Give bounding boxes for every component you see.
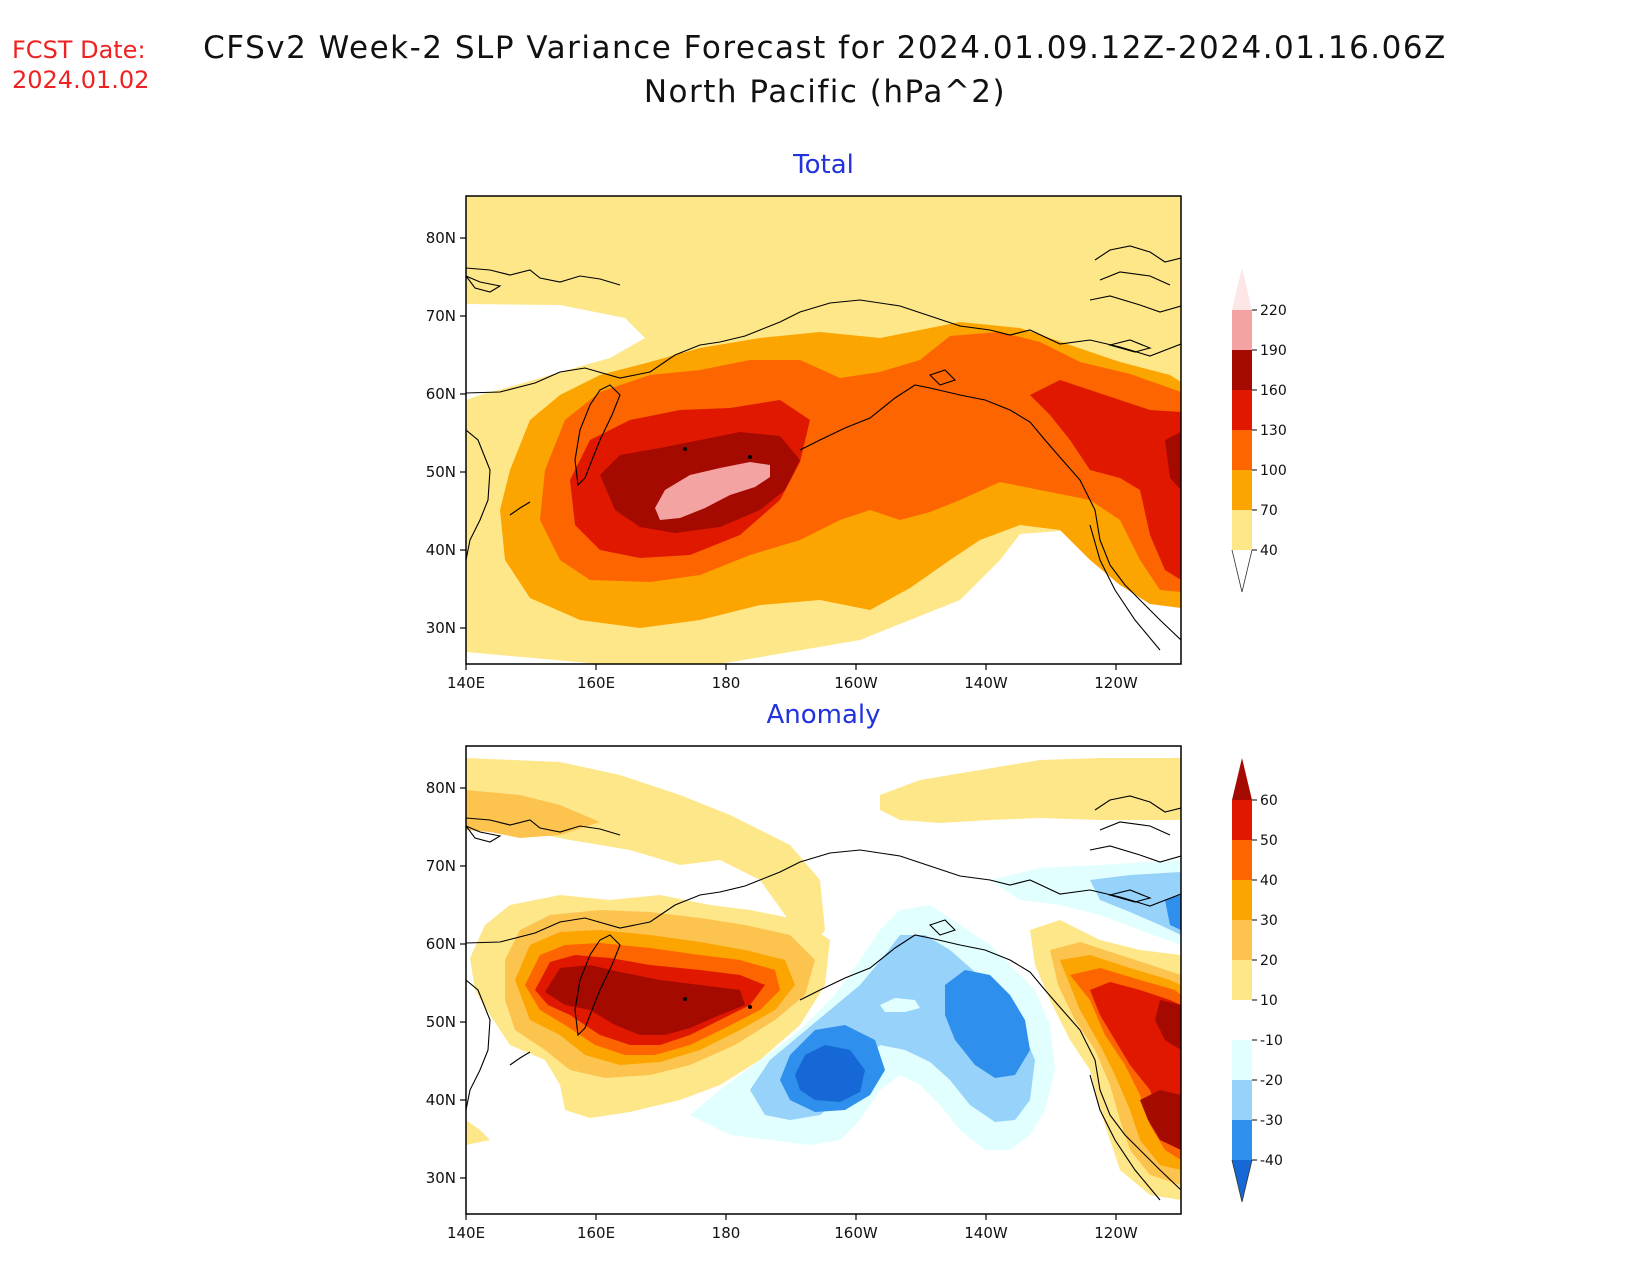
colorbar-label: 190: [1260, 343, 1287, 359]
colorbar-cap-bottom: [1232, 1160, 1252, 1202]
anomaly-map-frame: [465, 745, 1182, 1215]
colorbar-bin: [1232, 1000, 1252, 1040]
anomaly-variance-map: 80N 70N 60N 50N 40N 30N 140E 160E 180 160W 140W 120…: [426, 745, 1283, 1242]
anomaly-fill-60: [545, 965, 1181, 1150]
panel-title-total: Total: [793, 150, 854, 180]
lon-tick-label: 140E: [447, 1224, 485, 1242]
fcst-date-value: 2024.01.02: [12, 66, 150, 94]
anomaly-island-marker: [748, 1005, 752, 1009]
colorbar-cap-top: [1232, 758, 1252, 800]
total-island-marker: [748, 455, 752, 459]
figure-title: CFSv2 Week-2 SLP Variance Forecast for 2…: [203, 30, 1447, 66]
figure-subtitle: North Pacific (hPa^2): [643, 74, 1007, 110]
colorbar-label: 70: [1260, 503, 1278, 519]
total-colorbar: 220 190 160 130 100 70 40: [1231, 268, 1287, 593]
anomaly-fill-neg40: [795, 1045, 865, 1102]
colorbar-bin: [1232, 800, 1252, 840]
colorbar-label: 130: [1260, 423, 1287, 439]
colorbar-label: 100: [1260, 463, 1287, 479]
lat-tick-label: 80N: [426, 779, 456, 797]
colorbar-bin: [1232, 390, 1252, 430]
lat-tick-label: 60N: [426, 385, 456, 403]
panel-title-anomaly: Anomaly: [766, 700, 881, 730]
colorbar-bin: [1232, 310, 1252, 350]
colorbar-label: 20: [1260, 953, 1278, 969]
colorbar-label: -10: [1260, 1033, 1283, 1049]
colorbar-bin: [1232, 1040, 1252, 1080]
total-fill-190: [655, 462, 770, 520]
colorbar-label: 30: [1260, 913, 1278, 929]
total-axis-labels: 80N 70N 60N 50N 40N 30N 140E 160E 180 160W 140W 120…: [426, 229, 1138, 692]
anomaly-axis-labels: 80N 70N 60N 50N 40N 30N 140E 160E 180 160W 140W 120…: [426, 779, 1138, 1242]
colorbar-label: -30: [1260, 1113, 1283, 1129]
colorbar-label: -40: [1260, 1153, 1283, 1169]
colorbar-bin: [1232, 510, 1252, 550]
colorbar-cap-outline: [1231, 549, 1253, 593]
total-fill-160: [600, 432, 1181, 533]
anomaly-fill-neg10-blob: [880, 998, 920, 1012]
anomaly-fill-20-arctic: [466, 790, 600, 838]
lat-tick-label: 70N: [426, 307, 456, 325]
lon-tick-label: 160E: [577, 674, 615, 692]
total-fill-white-subtropic: [466, 528, 1181, 664]
colorbar-bin: [1232, 960, 1252, 1000]
colorbar-label: 40: [1260, 543, 1278, 559]
anomaly-fill-neg30: [780, 895, 1181, 1112]
colorbar-bin: [1232, 880, 1252, 920]
colorbar-bin: [1232, 470, 1252, 510]
colorbar-label: -20: [1260, 1073, 1283, 1089]
colorbar-label: 60: [1260, 793, 1278, 809]
colorbar-label: 50: [1260, 833, 1278, 849]
colorbar-cap-top: [1232, 268, 1252, 310]
anomaly-fill-10-arctic: [466, 758, 1181, 950]
anomaly-colorbar: 60 50 40 30 20 10 -10 -20 -30 -40: [1231, 758, 1283, 1203]
lat-tick-label: 70N: [426, 857, 456, 875]
lat-tick-label: 40N: [426, 1091, 456, 1109]
lat-tick-label: 60N: [426, 935, 456, 953]
colorbar-label: 40: [1260, 873, 1278, 889]
colorbar-bin: [1232, 840, 1252, 880]
lon-tick-label: 180: [712, 1224, 741, 1242]
colorbar-cap-outline: [1231, 1159, 1253, 1203]
anomaly-coastlines: [466, 795, 1181, 1201]
fcst-date-label: FCST Date:: [12, 36, 146, 64]
colorbar-bin: [1232, 1120, 1252, 1160]
lon-tick-label: 160W: [834, 1224, 878, 1242]
lat-tick-label: 50N: [426, 463, 456, 481]
lat-tick-label: 80N: [426, 229, 456, 247]
lat-tick-label: 30N: [426, 619, 456, 637]
lon-tick-label: 140W: [964, 1224, 1008, 1242]
lon-tick-label: 120W: [1094, 674, 1138, 692]
colorbar-bin: [1232, 920, 1252, 960]
lat-tick-label: 40N: [426, 541, 456, 559]
total-fill-white-arctic: [466, 304, 645, 400]
lon-tick-label: 140W: [964, 674, 1008, 692]
colorbar-bin: [1232, 1080, 1252, 1120]
lat-tick-label: 50N: [426, 1013, 456, 1031]
lon-tick-label: 160W: [834, 674, 878, 692]
colorbar-bin: [1232, 430, 1252, 470]
total-coastlines: [466, 245, 1181, 651]
colorbar-label: 160: [1260, 383, 1287, 399]
total-contours: [466, 196, 1181, 664]
colorbar-cap-bottom: [1232, 550, 1252, 592]
lon-tick-label: 180: [712, 674, 741, 692]
lon-tick-label: 120W: [1094, 1224, 1138, 1242]
total-fill-130: [570, 380, 1181, 580]
lon-tick-label: 140E: [447, 674, 485, 692]
colorbar-label: 10: [1260, 993, 1278, 1009]
lat-tick-label: 30N: [426, 1169, 456, 1187]
total-map-frame: [465, 195, 1182, 665]
colorbar-bin: [1232, 350, 1252, 390]
anomaly-island-marker: [683, 997, 687, 1001]
anomaly-contours: [466, 746, 1181, 1214]
total-variance-map: 80N 70N 60N 50N 40N 30N 140E 160E 180 160W 140W 120…: [426, 195, 1287, 692]
colorbar-label: 220: [1260, 303, 1287, 319]
total-island-marker: [683, 447, 687, 451]
lon-tick-label: 160E: [577, 1224, 615, 1242]
